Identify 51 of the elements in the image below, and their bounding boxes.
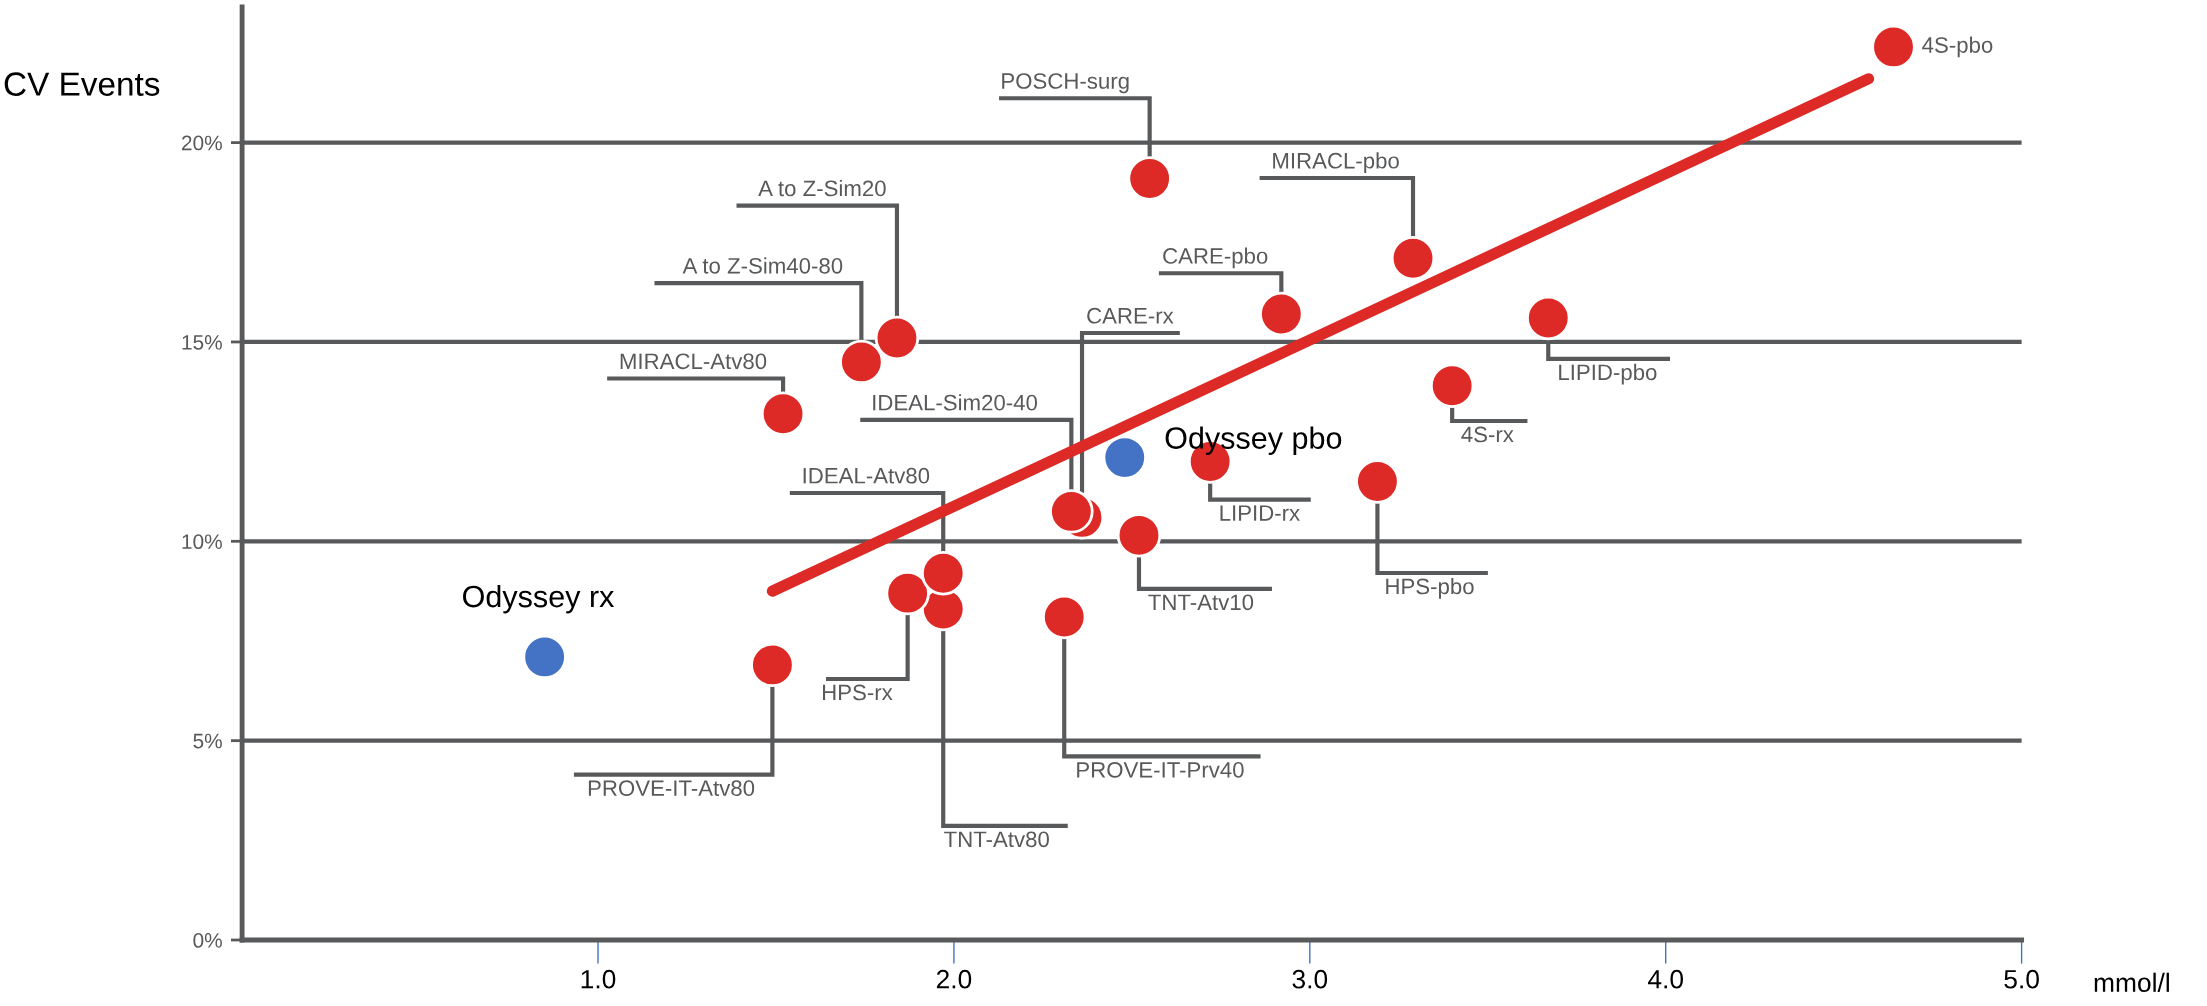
annotation: HPS-rx: [822, 684, 893, 701]
annotation: Odyssey rx: [463, 584, 615, 614]
point: [921, 550, 966, 596]
x-tick-label: 4.0: [1647, 969, 1684, 989]
annotation: CARE-rx: [1087, 307, 1174, 324]
point: [1355, 459, 1400, 504]
x-tick-label: 5.0: [2004, 969, 2039, 989]
y-tick-label: 5%: [193, 733, 222, 749]
annotation: CARE-pbo: [1163, 247, 1268, 269]
point: [1871, 24, 1916, 70]
y-tick-label: 15%: [182, 335, 222, 350]
annotation: MIRACL-Atv80: [620, 353, 767, 370]
point: [874, 315, 920, 361]
x-axis-title: mmol/l: [2094, 972, 2169, 993]
y-axis-title: CV Events: [4, 72, 160, 96]
annotation: TNT-Atv10: [1148, 594, 1254, 611]
annotation: POSCH-surg: [1002, 73, 1129, 94]
point: [839, 339, 884, 385]
annotation: PROVE-IT-Prv40: [1077, 761, 1244, 778]
point: [1259, 291, 1304, 337]
annotation: IDEAL-Sim20-40: [873, 394, 1038, 411]
point: [1102, 435, 1147, 480]
point: [1127, 156, 1172, 201]
annotation: TNT-Atv80: [944, 831, 1049, 848]
point: [1429, 363, 1475, 409]
x-tick-label: 2.0: [936, 969, 972, 989]
annotation: 4S-rx: [1461, 426, 1514, 443]
point: [1526, 295, 1571, 341]
x-tick-label: 3.0: [1292, 969, 1328, 989]
annotation: Odyssey pbo: [1165, 426, 1342, 455]
point: [760, 391, 806, 436]
point: [1049, 489, 1094, 534]
point: [885, 570, 930, 616]
y-tick-label: 0%: [193, 933, 222, 948]
y-tick-label: 20%: [182, 135, 222, 151]
annotation: A to Z-Sim20: [758, 179, 886, 197]
point: [1042, 594, 1087, 640]
annotation: PROVE-IT-Atv80: [588, 780, 755, 797]
annotation: IDEAL-Atv80: [803, 467, 930, 484]
annotation: MIRACL-pbo: [1273, 152, 1399, 173]
point: [1116, 513, 1162, 558]
annotation: 4S-pbo: [1922, 36, 1993, 58]
x-tick-label: 1.0: [581, 969, 616, 989]
annotation: HPS-pbo: [1386, 577, 1474, 599]
y-tick-label: 10%: [182, 534, 222, 550]
point: [750, 642, 795, 688]
annotation: A to Z-Sim40-80: [682, 257, 843, 274]
point: [1390, 236, 1436, 281]
point: [522, 634, 567, 680]
annotation: LIPID-pbo: [1559, 363, 1657, 385]
annotation: LIPID-rx: [1220, 505, 1300, 521]
